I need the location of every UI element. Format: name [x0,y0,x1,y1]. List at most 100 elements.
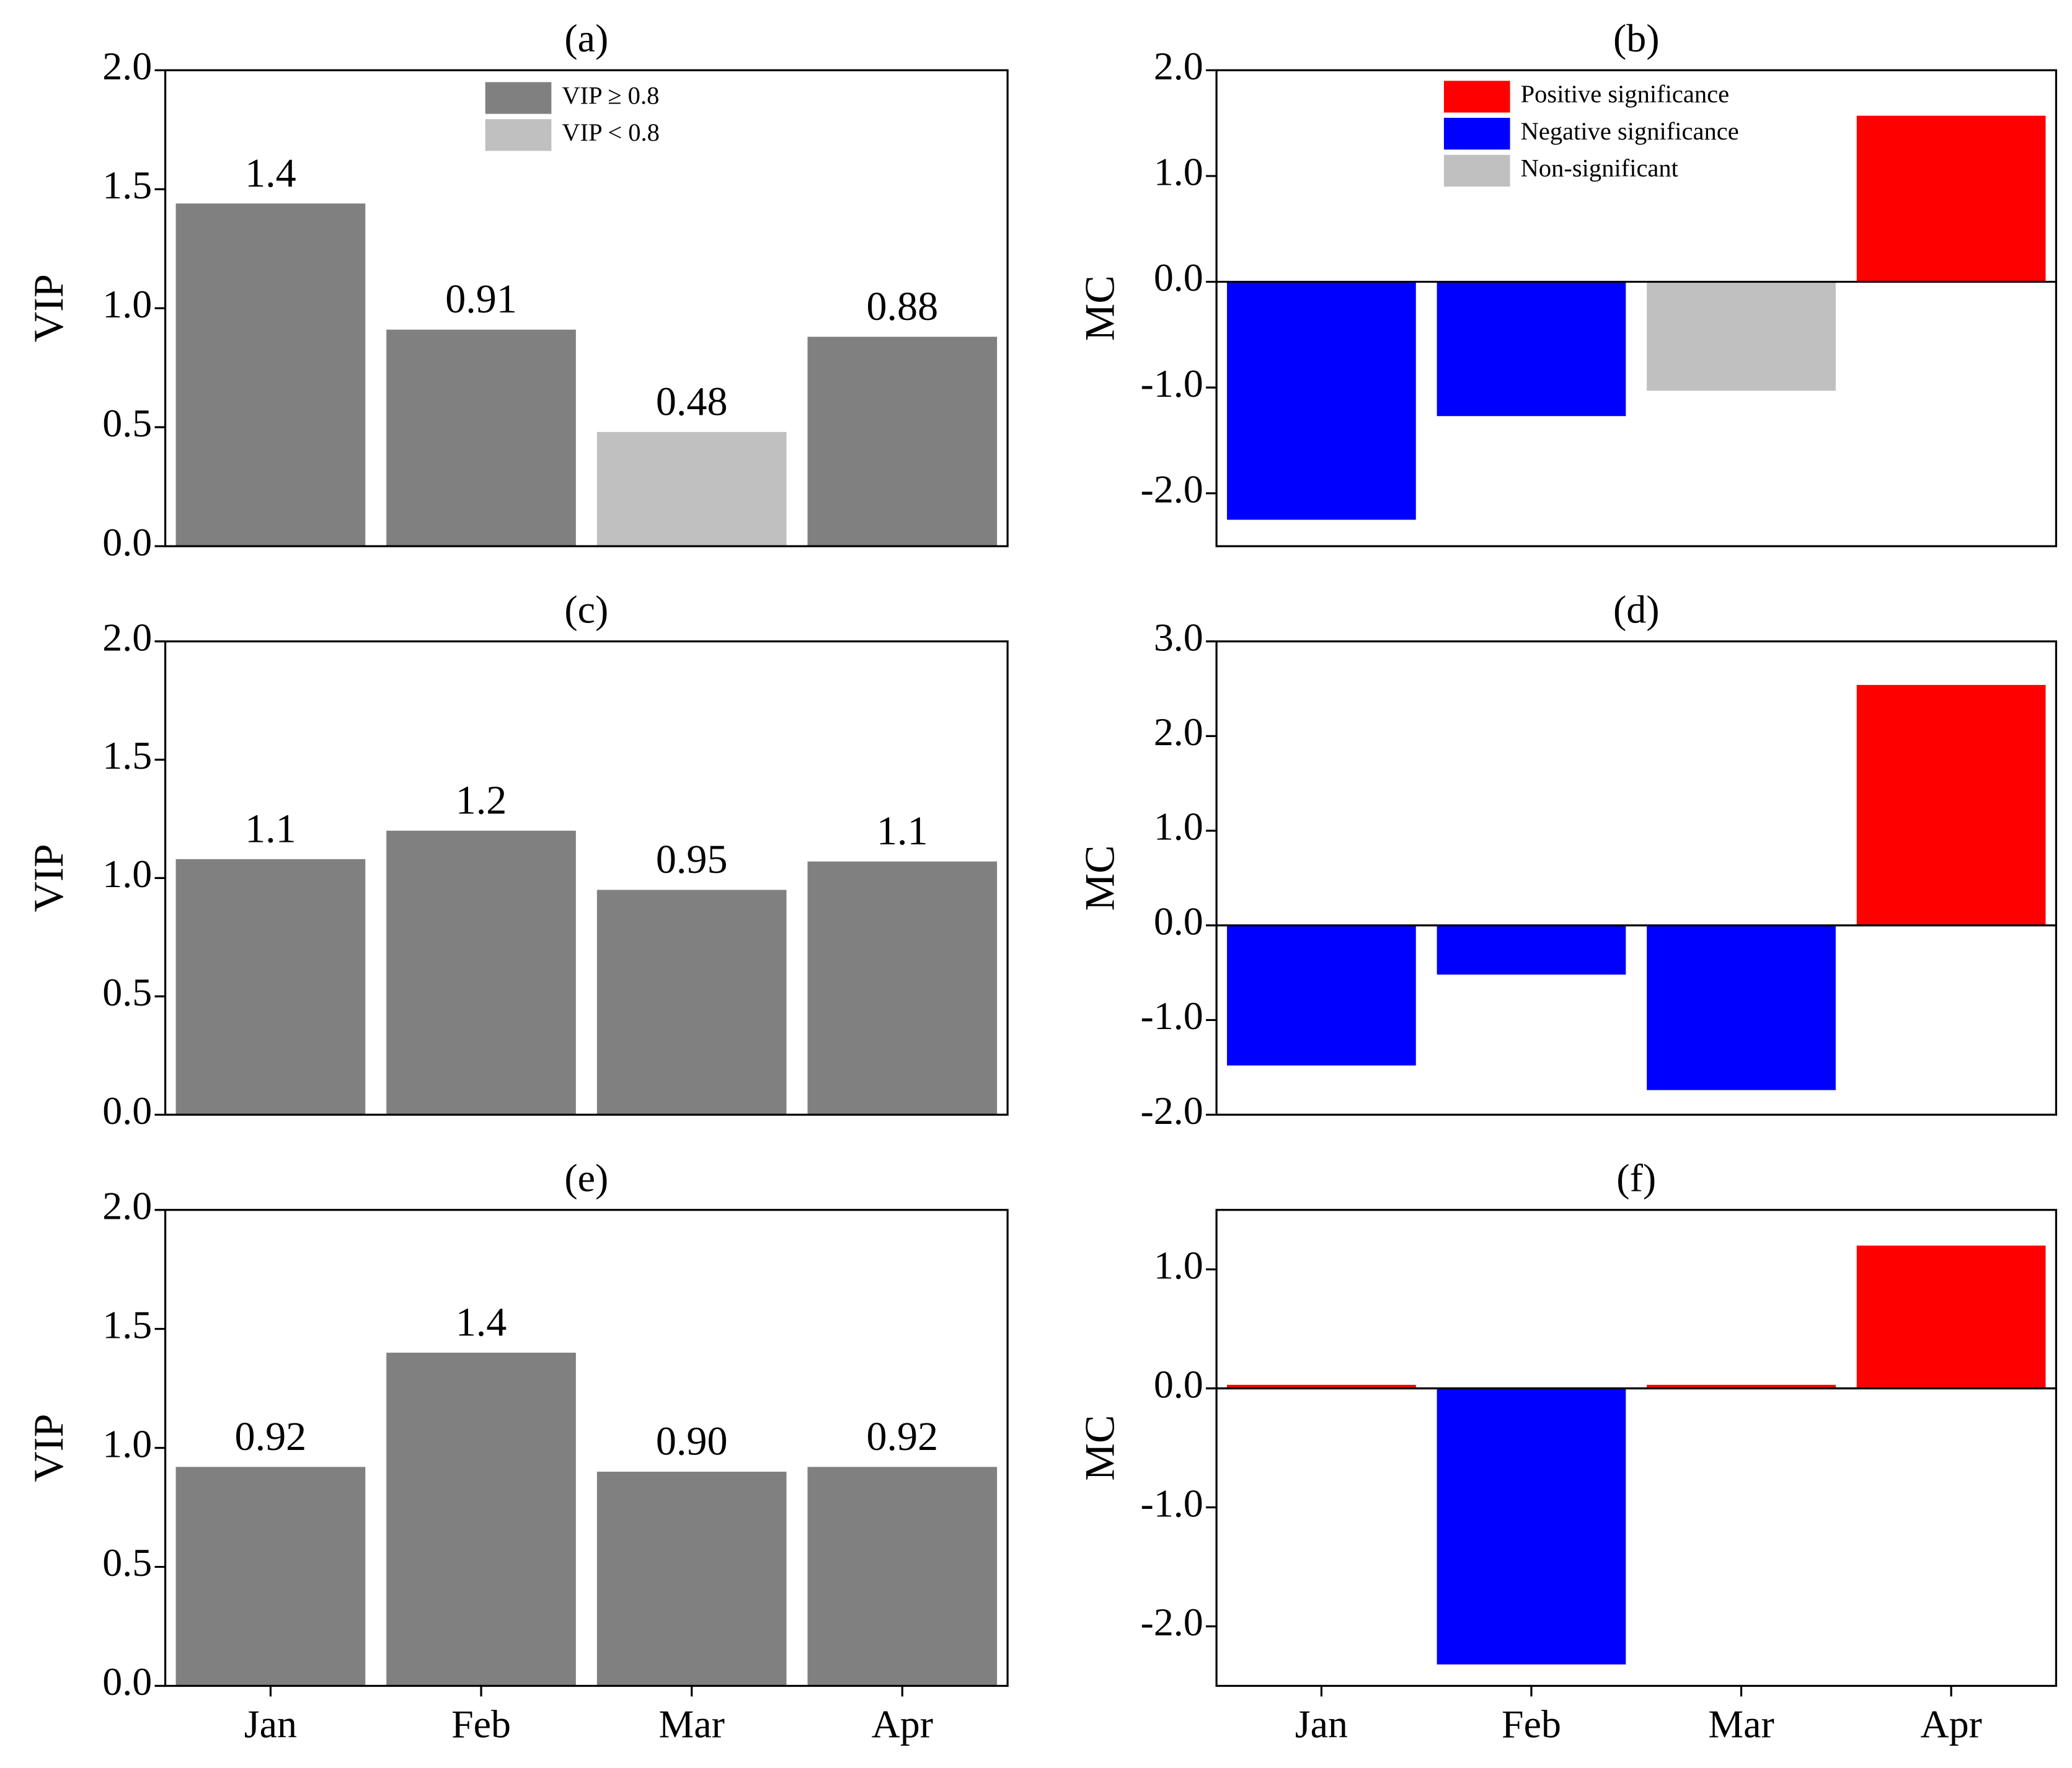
y-tick-label: -2.0 [1141,1089,1203,1133]
value-label: 0.91 [445,276,517,322]
bar [596,1472,787,1686]
plot-frame [164,640,1009,1116]
bar [386,1353,576,1686]
y-tick-label: 1.5 [102,1302,152,1346]
legend-label: Non-significant [1521,154,1679,182]
y-axis-label: MC [1076,845,1123,911]
bar [175,1467,366,1686]
y-axis-label: MC [1076,275,1123,341]
legend-label: VIP ≥ 0.8 [562,81,659,109]
plot-frame [1215,640,2058,1116]
x-tick-label: Jan [1295,1702,1348,1746]
bar [1227,1384,1416,1389]
bar [1856,1245,2046,1389]
y-tick-label: 1.0 [1154,805,1203,849]
y-tick-label: 0.0 [1154,1362,1203,1406]
y-tick-label: 1.0 [102,1421,152,1465]
panel-title: (d) [1613,588,1660,632]
x-tick-label: Apr [872,1702,933,1746]
y-tick-label: -1.0 [1141,1481,1203,1525]
x-tick-label: Feb [451,1702,511,1746]
y-tick-label: 0.5 [102,970,152,1014]
x-tick-label: Mar [1708,1702,1774,1746]
y-tick-label: 3.0 [1154,615,1203,659]
y-tick-label: 0.5 [102,401,152,445]
value-label: 1.1 [877,808,928,854]
y-tick-label: 0.0 [102,1660,152,1704]
y-tick-label: 2.0 [102,615,152,659]
bar [175,203,366,547]
x-tick-label: Feb [1502,1702,1561,1746]
bar [386,329,576,547]
y-tick-label: -2.0 [1141,1600,1203,1644]
value-label: 0.92 [866,1414,938,1459]
bar [596,431,787,547]
legend-swatch [1443,154,1510,187]
y-tick-label: 1.5 [102,163,152,207]
legend-swatch [485,119,552,151]
y-tick-label: 1.0 [102,282,152,326]
panel-title: (f) [1616,1156,1656,1200]
y-tick-label: 0.0 [1154,899,1203,943]
y-tick-label: 1.0 [1154,1243,1203,1287]
value-label: 1.4 [456,1300,507,1345]
x-tick-label: Jan [244,1702,297,1746]
y-tick-label: 1.0 [1154,150,1203,194]
bar [1437,281,1626,417]
bar [596,890,787,1115]
bar [1647,281,1836,391]
value-label: 1.1 [245,806,296,851]
bar [1227,281,1416,520]
y-tick-label: -1.0 [1141,994,1203,1038]
x-tick-label: Mar [658,1702,725,1746]
panel-title: (b) [1613,16,1660,60]
bar [1856,115,2046,282]
panel-title: (c) [564,588,608,632]
value-label: 0.92 [235,1414,307,1459]
y-axis-label: MC [1076,1415,1123,1481]
x-tick-label: Apr [1920,1702,1981,1746]
bar [386,831,576,1115]
y-tick-label: -1.0 [1141,361,1203,405]
legend-label: Negative significance [1521,117,1739,145]
bar [1647,925,1836,1090]
y-tick-label: 0.5 [102,1540,152,1585]
plot-frame [1215,69,2058,547]
bar [807,1467,998,1686]
bar [175,859,366,1115]
legend-swatch [1443,118,1510,150]
legend-swatch [485,82,552,114]
plot-frame [164,1209,1009,1687]
y-axis-label: VIP [25,844,72,912]
legend-swatch [1443,81,1510,113]
legend-label: Positive significance [1521,80,1729,108]
value-label: 0.88 [866,284,938,329]
y-tick-label: 2.0 [1154,44,1203,88]
value-label: 1.2 [456,778,507,823]
value-label: 0.95 [656,837,728,882]
y-axis-label: VIP [25,1414,72,1482]
y-tick-label: -2.0 [1141,467,1203,511]
bar [807,861,998,1115]
y-tick-label: 0.0 [1154,255,1203,299]
plot-frame [164,69,1009,547]
y-tick-label: 2.0 [102,1183,152,1227]
panel-title: (a) [564,16,608,60]
bar [1647,1384,1836,1389]
bar [1437,925,1626,975]
y-tick-label: 0.0 [102,1089,152,1133]
bar [1437,1388,1626,1664]
y-tick-label: 1.5 [102,733,152,777]
panel-title: (e) [564,1156,608,1200]
bar [1856,684,2046,926]
y-axis-label: VIP [25,274,72,342]
plot-frame [1215,1209,2058,1687]
legend-label: VIP < 0.8 [562,118,660,146]
value-label: 1.4 [245,151,296,196]
y-tick-label: 2.0 [102,44,152,88]
value-label: 0.48 [656,379,728,424]
bar [1227,925,1416,1066]
y-tick-label: 2.0 [1154,710,1203,754]
y-tick-label: 1.0 [102,852,152,896]
